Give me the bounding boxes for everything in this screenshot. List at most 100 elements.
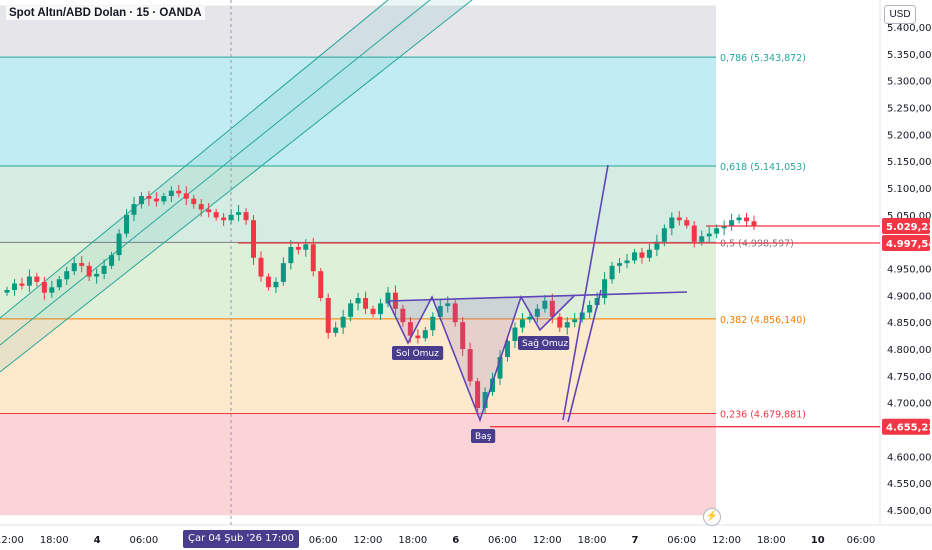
candle-body bbox=[631, 252, 637, 261]
y-tick-3: 5.250,000 bbox=[887, 104, 932, 115]
candle-body bbox=[714, 228, 720, 234]
y-tick-10: 4.850,000 bbox=[887, 318, 932, 329]
candle-body bbox=[34, 276, 40, 282]
candle-body bbox=[609, 265, 615, 280]
price-tag-bg-0 bbox=[882, 217, 930, 234]
candle-body bbox=[355, 298, 361, 304]
candle-body bbox=[407, 322, 413, 336]
candle-body bbox=[340, 316, 346, 328]
x-tick-15: 18:00 bbox=[757, 535, 786, 546]
candle-body bbox=[348, 303, 354, 317]
candle-body bbox=[251, 220, 257, 258]
channel-upper-line bbox=[0, 0, 389, 319]
candle-body bbox=[497, 357, 503, 379]
candle-body bbox=[131, 204, 137, 215]
fib-zone-0236 bbox=[0, 413, 716, 516]
candle-body bbox=[183, 193, 189, 199]
y-tick-4: 5.200,000 bbox=[887, 130, 932, 141]
candle-body bbox=[280, 263, 286, 282]
candle-body bbox=[138, 196, 144, 205]
fib-label-2: 0,5 (4.998,597) bbox=[720, 238, 794, 249]
candle-body bbox=[385, 292, 391, 304]
x-tick-6: 12:00 bbox=[354, 535, 383, 546]
candle-body bbox=[295, 247, 301, 250]
candle-body bbox=[744, 217, 750, 222]
x-tick-17: 06:00 bbox=[847, 535, 876, 546]
candle-body bbox=[213, 212, 219, 218]
candle-body bbox=[19, 283, 25, 286]
candle-body bbox=[41, 281, 47, 293]
y-tick-15: 4.550,000 bbox=[887, 479, 932, 490]
x-tick-12: 7 bbox=[631, 535, 638, 546]
fib-label-1: 0,618 (5.141,053) bbox=[720, 162, 806, 173]
candle-body bbox=[512, 327, 518, 341]
candle-body bbox=[26, 276, 32, 286]
lightning-icon[interactable]: ⚡ bbox=[703, 508, 721, 526]
pattern-label-bg-1 bbox=[471, 429, 496, 443]
time-axis[interactable] bbox=[0, 525, 932, 550]
candle-body bbox=[415, 335, 421, 339]
fib-label-3: 0,382 (4.856,140) bbox=[720, 315, 806, 326]
x-tick-9: 06:00 bbox=[488, 535, 517, 546]
price-axis[interactable] bbox=[880, 0, 932, 550]
candle-body bbox=[378, 303, 383, 315]
candle-body bbox=[11, 283, 17, 290]
candle-body bbox=[661, 228, 667, 242]
candle-body bbox=[288, 247, 294, 264]
candle-body bbox=[467, 349, 473, 382]
candle-body bbox=[460, 322, 466, 349]
candle-body bbox=[303, 244, 309, 250]
fib-label-4: 0,236 (4.679,881) bbox=[720, 409, 806, 420]
price-tag-bg-2 bbox=[882, 418, 930, 435]
candle-body bbox=[624, 260, 630, 264]
candle-body bbox=[699, 236, 705, 242]
candle-body bbox=[751, 221, 757, 227]
fib-zone-0382 bbox=[0, 318, 716, 414]
candle-body bbox=[176, 190, 182, 194]
candle-body bbox=[168, 190, 174, 197]
hs-pattern-line bbox=[387, 295, 575, 423]
candle-body bbox=[94, 273, 100, 277]
y-tick-14: 4.600,000 bbox=[887, 452, 932, 463]
candle-body bbox=[572, 319, 578, 323]
candle-body bbox=[265, 276, 271, 288]
x-tick-0: 12:00 bbox=[0, 535, 24, 546]
candle-body bbox=[482, 391, 488, 409]
y-tick-0: 5.400,000 bbox=[887, 23, 932, 34]
y-tick-9: 4.900,000 bbox=[887, 291, 932, 302]
candle-body bbox=[729, 220, 735, 226]
y-tick-1: 5.350,000 bbox=[887, 50, 932, 61]
candle-body bbox=[400, 308, 406, 323]
candle-body bbox=[422, 330, 428, 339]
candle-body bbox=[228, 214, 234, 221]
price-tag-bg-1 bbox=[882, 234, 930, 251]
candle-body bbox=[549, 300, 555, 317]
candle-body bbox=[452, 303, 458, 323]
candle-body bbox=[198, 204, 204, 210]
candle-body bbox=[363, 298, 369, 309]
candle-body bbox=[445, 303, 451, 307]
candle-body bbox=[49, 287, 55, 293]
candle-body bbox=[617, 263, 623, 266]
candle-body bbox=[71, 263, 77, 272]
y-tick-7: 5.050,000 bbox=[887, 211, 932, 222]
candle-body bbox=[646, 249, 652, 258]
candle-body bbox=[587, 304, 593, 313]
pattern-label-bg-0 bbox=[392, 346, 444, 360]
candle-body bbox=[101, 265, 107, 274]
currency-button[interactable]: USD bbox=[884, 5, 916, 24]
candle-body bbox=[370, 308, 376, 315]
candle-body bbox=[691, 225, 697, 242]
candle-body bbox=[594, 298, 600, 305]
candle-body bbox=[333, 327, 339, 333]
y-tick-12: 4.750,000 bbox=[887, 372, 932, 383]
candle-body bbox=[579, 312, 585, 320]
candle-body bbox=[490, 378, 496, 392]
candle-body bbox=[243, 212, 249, 221]
candle-body bbox=[86, 265, 92, 277]
candle-body bbox=[602, 279, 608, 299]
candle-body bbox=[527, 316, 533, 320]
candle-body bbox=[736, 217, 742, 221]
